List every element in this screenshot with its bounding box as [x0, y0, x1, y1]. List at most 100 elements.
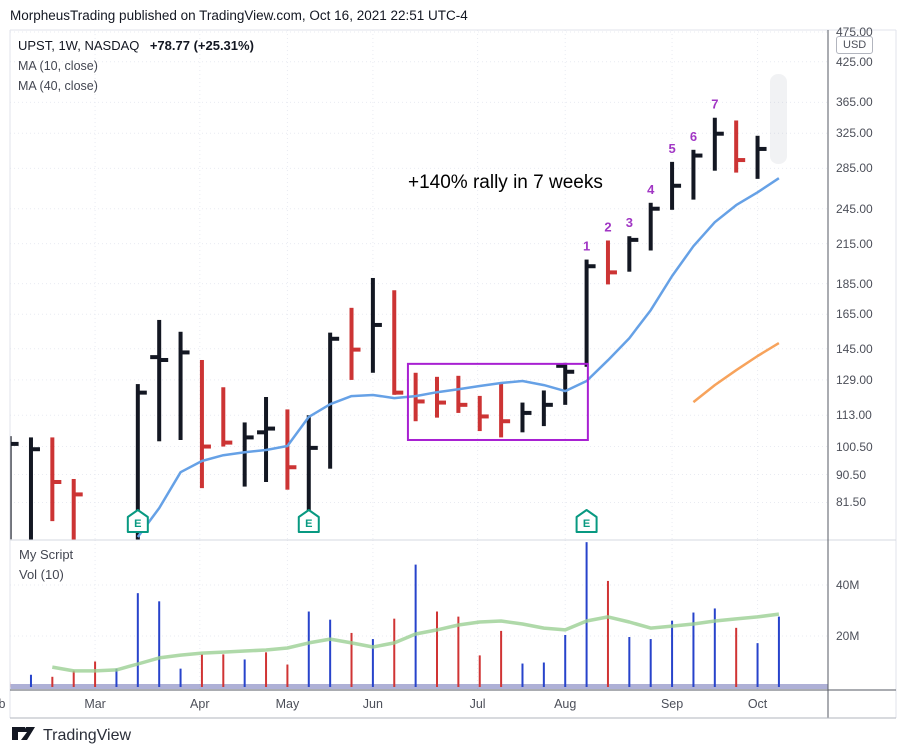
ohlc-bar	[28, 437, 40, 540]
script-band	[10, 684, 828, 689]
price-tick-label: 185.00	[836, 276, 873, 291]
volume-tick-label: 20M	[836, 629, 860, 643]
volume-bar	[436, 611, 438, 687]
earnings-badge-icon[interactable]: E	[126, 509, 149, 533]
month-label: Feb	[0, 697, 6, 711]
ohlc-bar	[648, 202, 660, 251]
volume-bar	[286, 664, 289, 687]
svg-text:E: E	[583, 518, 590, 530]
volume-bar	[136, 593, 139, 687]
ohlc-bar	[712, 117, 724, 171]
rally-week-label: 5	[668, 141, 675, 156]
symbol-description: UPST, 1W, NASDAQ	[18, 38, 140, 53]
ohlc-bar	[755, 135, 767, 179]
volume-pane[interactable]	[0, 540, 828, 690]
rally-week-label: 2	[604, 219, 611, 234]
volume-bar	[414, 564, 417, 687]
volume-bar	[158, 601, 161, 687]
month-label: Jun	[362, 697, 383, 711]
price-tick-label: 81.50	[836, 495, 867, 510]
volume-ma-line	[51, 612, 780, 673]
month-label: Oct	[747, 697, 768, 711]
volume-bar	[457, 616, 460, 687]
price-change: +78.77 (+25.31%)	[149, 38, 254, 53]
ohlc-bar	[50, 437, 62, 522]
month-label: Aug	[554, 697, 577, 711]
volume-bar	[72, 670, 75, 687]
price-tick-label: 425.00	[836, 54, 873, 69]
volume-bar	[542, 662, 545, 687]
rally-week-label: 1	[583, 239, 590, 254]
price-pane[interactable]: 12 3 4 56 7 E E E	[0, 30, 828, 575]
earnings-badge-icon[interactable]: E	[575, 509, 598, 533]
volume-bar	[51, 676, 54, 687]
price-tick-label: 100.50	[836, 439, 873, 454]
ohlc-bar	[199, 359, 211, 489]
ohlc-bar	[435, 376, 446, 418]
volume-bar	[350, 632, 353, 687]
month-label: Apr	[190, 697, 210, 711]
ma10-legend: MA (10, close)	[18, 59, 98, 73]
volume-bar	[29, 674, 32, 687]
rally-week-label: 3	[626, 215, 633, 230]
ohlc-bar	[499, 381, 511, 438]
ohlc-bar	[605, 240, 617, 285]
volume-bar	[222, 654, 225, 687]
volume-bar	[329, 619, 332, 687]
footer[interactable]: TradingView	[12, 726, 131, 746]
volume-bar	[756, 643, 759, 687]
price-tick-label: 129.00	[836, 372, 873, 387]
published-byline: MorpheusTrading published on TradingView…	[10, 8, 468, 23]
ohlc-bar	[556, 362, 575, 405]
volume-indicator-title: Vol (10)	[19, 567, 64, 582]
volume-bar	[521, 663, 524, 687]
ohlc-bar	[150, 319, 169, 442]
price-tick-label: 215.00	[836, 236, 873, 251]
rally-week-label: 4	[647, 182, 655, 197]
currency-badge: USD	[836, 36, 874, 54]
ma40-line	[692, 342, 780, 404]
ohlc-bar	[691, 149, 703, 200]
volume-bar	[735, 627, 738, 687]
month-label: May	[275, 697, 300, 711]
ohlc-bar	[328, 332, 340, 469]
volume-bar	[713, 608, 716, 687]
ohlc-bar	[734, 120, 746, 173]
svg-text:E: E	[305, 518, 312, 530]
consolidation-box	[406, 362, 589, 441]
volume-bars	[10, 542, 780, 687]
price-tick-label: 113.00	[836, 408, 872, 423]
ohlc-bar	[306, 415, 318, 515]
ohlc-bar	[221, 387, 233, 447]
volume-bar	[585, 542, 588, 687]
ohlc-bar	[285, 409, 297, 490]
ohlc-bar	[71, 478, 83, 540]
volume-bar	[606, 580, 609, 687]
price-tick-label: 285.00	[836, 161, 873, 176]
rally-week-label: 7	[711, 97, 718, 112]
rally-week-label: 6	[690, 129, 697, 144]
ohlc-bar	[584, 259, 596, 367]
volume-bar	[649, 639, 652, 687]
month-label: Mar	[84, 697, 106, 711]
price-tick-label: 145.00	[836, 341, 873, 356]
ohlc-bar	[477, 395, 489, 432]
volume-bar	[307, 611, 310, 687]
ohlc-bar	[456, 375, 468, 413]
price-tick-label: 165.00	[836, 307, 873, 322]
ohlc-bar	[670, 161, 682, 210]
ohlc-bar	[541, 390, 553, 427]
price-tick-label: 475.00	[836, 25, 873, 39]
earnings-badge-icon[interactable]: E	[297, 509, 320, 533]
volume-bar	[500, 630, 503, 687]
month-label: Jul	[469, 697, 486, 711]
volume-tick-label: 40M	[836, 578, 860, 592]
tradingview-brand: TradingView	[43, 727, 132, 744]
volume-bar	[478, 655, 481, 687]
volume-bar	[200, 654, 203, 687]
price-bars	[10, 117, 767, 540]
ohlc-bar	[10, 436, 19, 540]
ohlc-bar	[392, 290, 404, 395]
ohlc-bar	[349, 307, 361, 380]
